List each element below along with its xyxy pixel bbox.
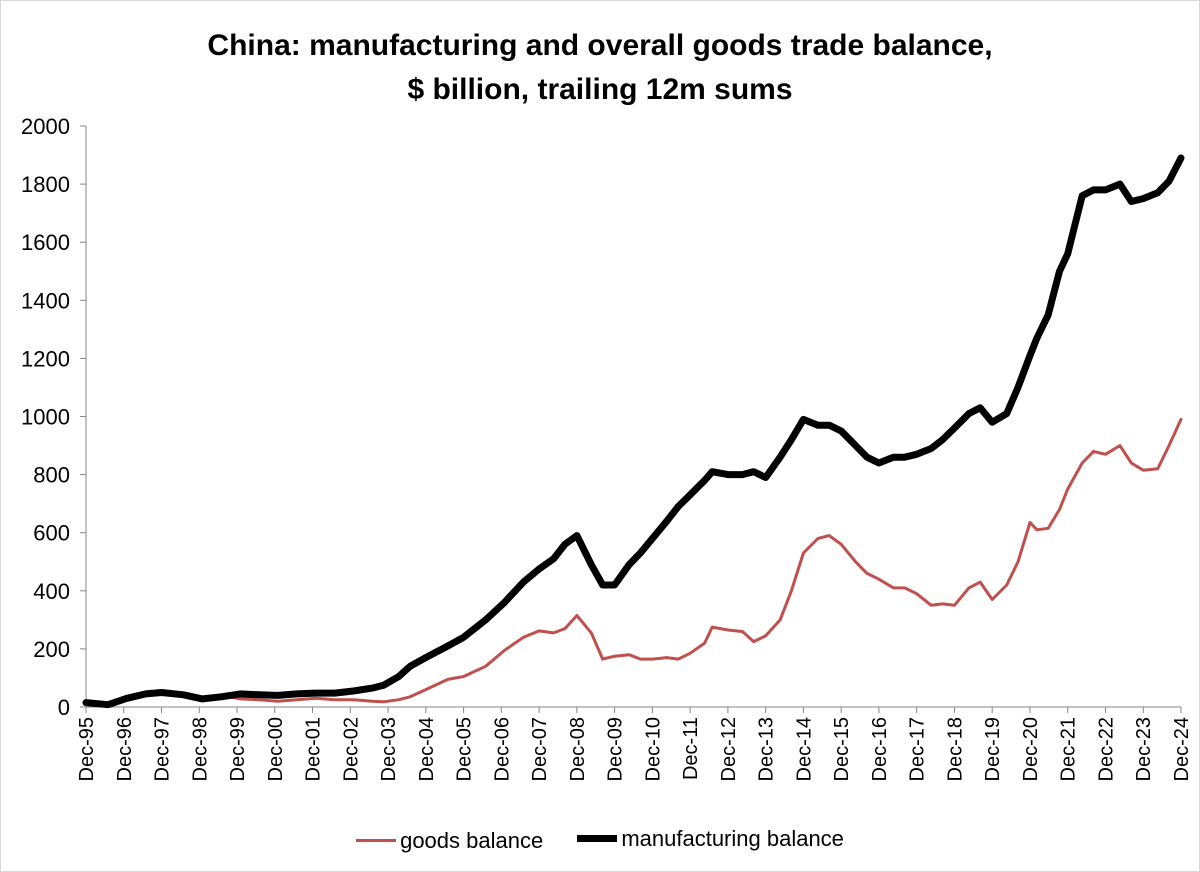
series-line-manufacturing-balance bbox=[86, 158, 1181, 705]
x-tick-label: Dec-00 bbox=[265, 717, 287, 781]
x-tick-label: Dec-95 bbox=[76, 717, 98, 781]
x-tick-label: Dec-04 bbox=[416, 717, 438, 781]
x-tick-label: Dec-09 bbox=[605, 717, 627, 781]
x-tick-label: Dec-14 bbox=[793, 717, 815, 781]
x-tick-label: Dec-23 bbox=[1133, 717, 1155, 781]
x-tick-label: Dec-97 bbox=[152, 717, 174, 781]
y-axis-ticks: 0 200 400 600 800 1000 1200 1400 1600 1800 2000 bbox=[21, 114, 86, 720]
x-tick-label: Dec-12 bbox=[718, 717, 740, 781]
x-tick-label: Dec-18 bbox=[944, 717, 966, 781]
y-tick-label: 600 bbox=[33, 521, 70, 546]
x-tick-label: Dec-10 bbox=[642, 717, 664, 781]
y-tick-label: 400 bbox=[33, 579, 70, 604]
axes bbox=[86, 126, 1181, 707]
x-tick-label: Dec-19 bbox=[982, 717, 1004, 781]
legend-item-goods-balance: goods balance bbox=[356, 828, 543, 854]
y-tick-label: 1400 bbox=[21, 288, 70, 313]
legend: goods balance manufacturing balance bbox=[0, 822, 1200, 854]
x-tick-label: Dec-07 bbox=[529, 717, 551, 781]
x-tick-label: Dec-22 bbox=[1095, 717, 1117, 781]
x-tick-label: Dec-01 bbox=[303, 717, 325, 781]
legend-swatch-goods-balance bbox=[356, 839, 396, 842]
x-tick-label: Dec-99 bbox=[227, 717, 249, 781]
x-tick-label: Dec-03 bbox=[378, 717, 400, 781]
y-tick-label: 200 bbox=[33, 637, 70, 662]
x-tick-label: Dec-13 bbox=[756, 717, 778, 781]
x-tick-label: Dec-98 bbox=[189, 717, 211, 781]
x-tick-label: Dec-11 bbox=[680, 717, 702, 780]
x-tick-label: Dec-16 bbox=[869, 717, 891, 781]
y-tick-label: 1600 bbox=[21, 230, 70, 255]
legend-swatch-manufacturing-balance bbox=[577, 835, 617, 842]
y-tick-label: 2000 bbox=[21, 114, 70, 139]
y-tick-label: 1800 bbox=[21, 172, 70, 197]
x-tick-label: Dec-21 bbox=[1058, 717, 1080, 781]
series-layer bbox=[86, 158, 1181, 705]
legend-label-goods-balance: goods balance bbox=[400, 828, 543, 854]
line-chart: 0 200 400 600 800 1000 1200 1400 1600 1800 2000 De… bbox=[0, 0, 1200, 872]
legend-label-manufacturing-balance: manufacturing balance bbox=[621, 826, 844, 852]
x-tick-label: Dec-15 bbox=[831, 717, 853, 781]
legend-item-manufacturing-balance: manufacturing balance bbox=[577, 826, 844, 852]
x-axis-ticks: Dec-95 Dec-96 Dec-97 Dec-98 Dec-99 Dec-00 Dec-… bbox=[76, 707, 1193, 781]
x-tick-label: Dec-05 bbox=[454, 717, 476, 781]
y-tick-label: 1200 bbox=[21, 346, 70, 371]
x-tick-label: Dec-08 bbox=[567, 717, 589, 781]
y-tick-label: 800 bbox=[33, 463, 70, 488]
x-tick-label: Dec-06 bbox=[491, 717, 513, 781]
x-tick-label: Dec-17 bbox=[907, 717, 929, 781]
x-tick-label: Dec-02 bbox=[340, 717, 362, 781]
x-tick-label: Dec-20 bbox=[1020, 717, 1042, 781]
x-tick-label: Dec-24 bbox=[1171, 717, 1193, 781]
x-tick-label: Dec-96 bbox=[114, 717, 136, 781]
y-tick-label: 1000 bbox=[21, 405, 70, 430]
y-tick-label: 0 bbox=[58, 695, 70, 720]
